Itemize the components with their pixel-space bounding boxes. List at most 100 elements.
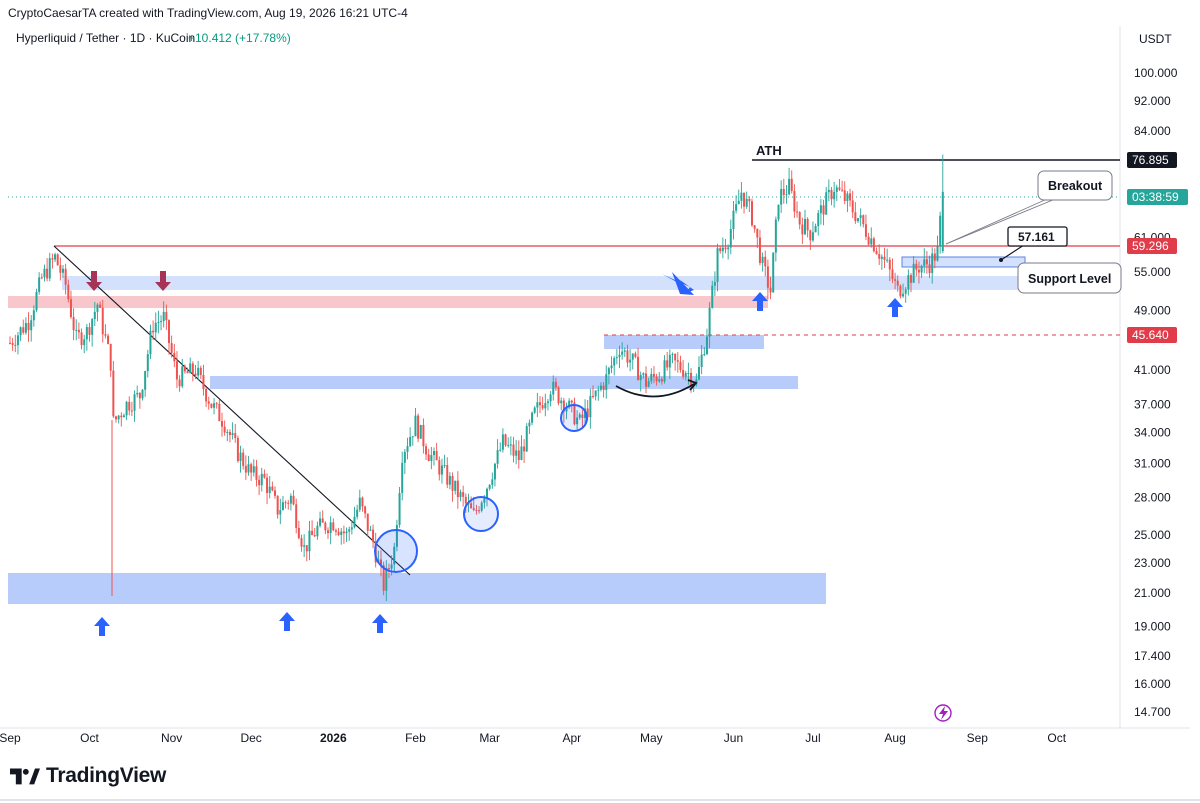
candle-body [475, 509, 478, 511]
candle-body [454, 480, 457, 491]
candle-body [43, 268, 46, 278]
price-tick-label: 17.400 [1134, 649, 1171, 663]
candle-body [658, 379, 661, 382]
candle-body [154, 322, 157, 333]
down-arrows [86, 271, 171, 291]
candle-body [629, 359, 632, 363]
candle-body [833, 191, 836, 200]
candle-body [255, 466, 258, 480]
candle-body [313, 535, 316, 537]
candle-body [509, 444, 512, 446]
price-tick-label: 14.700 [1134, 705, 1171, 719]
candle-body [806, 219, 809, 231]
candle-body [75, 329, 78, 331]
zone-blue-upper [62, 276, 1120, 290]
tradingview-brand[interactable]: TradingView [10, 764, 166, 788]
candle-body [488, 484, 491, 489]
candle-body [366, 513, 369, 531]
candle-body [112, 370, 115, 417]
current-price-tag-text: 59.296 [1132, 239, 1169, 253]
candle-body [459, 492, 462, 498]
downtrend-line [53, 245, 411, 576]
candle-body [888, 259, 891, 270]
candle-body [390, 564, 393, 569]
candle-body [894, 279, 897, 281]
candle-body [152, 330, 155, 333]
candle-body [607, 368, 610, 375]
candle-body [883, 256, 886, 260]
candle-body [719, 248, 722, 252]
circle-marker-jan [374, 529, 418, 573]
candle-body [782, 188, 785, 195]
candle-body [213, 403, 216, 408]
price-tick-label: 23.000 [1134, 556, 1171, 570]
candle-body [440, 465, 443, 475]
candle-body [849, 193, 852, 201]
candle-body [568, 400, 571, 408]
candle-body [941, 191, 944, 252]
time-axis[interactable]: Sep Oct Nov Dec 2026 Feb Mar Apr May Jun Jul Aug Sep… [0, 731, 1067, 745]
candle-body [297, 527, 300, 539]
candle-body [120, 415, 123, 418]
countdown-tag [1127, 189, 1188, 205]
candle-body [711, 285, 714, 308]
time-tick-label: Sep [967, 731, 989, 745]
candle-body [594, 390, 597, 397]
candle-body [364, 506, 367, 514]
candle-body [173, 352, 176, 362]
candle-body [133, 394, 136, 411]
candle-body [387, 568, 390, 570]
candle-body [144, 371, 147, 390]
candle-body [104, 334, 107, 336]
candle-body [183, 366, 186, 372]
chart-credit: CryptoCaesarTA created with TradingView.… [8, 6, 408, 20]
candle-body [128, 401, 131, 411]
candle-body [80, 332, 83, 346]
candle-body [825, 192, 828, 215]
price-tick-label: 34.000 [1134, 426, 1171, 440]
candle-body [281, 502, 284, 511]
candle-body [236, 437, 239, 462]
candle-body [687, 372, 690, 374]
up-arrow-icon [372, 614, 388, 633]
candle-body [584, 408, 587, 419]
candle-body [822, 205, 825, 215]
candle-body [157, 321, 160, 323]
candle-body [258, 479, 261, 486]
candle-body [676, 360, 679, 362]
candle-body [785, 194, 788, 196]
candle-body [507, 444, 510, 446]
candle-body [197, 367, 200, 376]
candle-body [679, 361, 682, 370]
candle-body [38, 277, 41, 293]
candle-body [191, 363, 194, 374]
candle-body [181, 366, 184, 387]
candle-body [846, 193, 849, 201]
zones-layer [8, 256, 1120, 604]
candle-body [581, 414, 584, 419]
candle-body [96, 304, 99, 312]
candle-body [19, 327, 22, 336]
candle-body [660, 379, 663, 382]
candle-body [186, 371, 189, 374]
zone-red [8, 296, 768, 308]
candle-body [372, 529, 375, 542]
candle-body [409, 436, 412, 447]
candle-body [284, 502, 287, 504]
support-label: Support Level [1028, 272, 1111, 286]
candle-body [769, 287, 772, 293]
candle-body [189, 363, 192, 374]
price-callout-pointer [1000, 244, 1025, 261]
candle-body [565, 407, 568, 412]
candle-body [788, 178, 791, 195]
time-tick-label: Feb [405, 731, 426, 745]
price-chart[interactable]: Hyperliquid / Tether · 1D · KuCoin +10.4… [0, 0, 1200, 760]
candle-body [24, 323, 27, 333]
bolt-icon[interactable] [934, 704, 952, 722]
candle-body [11, 343, 14, 345]
candle-body [9, 342, 11, 344]
time-tick-label: Aug [884, 731, 905, 745]
candle-body [319, 518, 322, 526]
candle-body [732, 210, 735, 230]
candle-body [613, 357, 616, 366]
